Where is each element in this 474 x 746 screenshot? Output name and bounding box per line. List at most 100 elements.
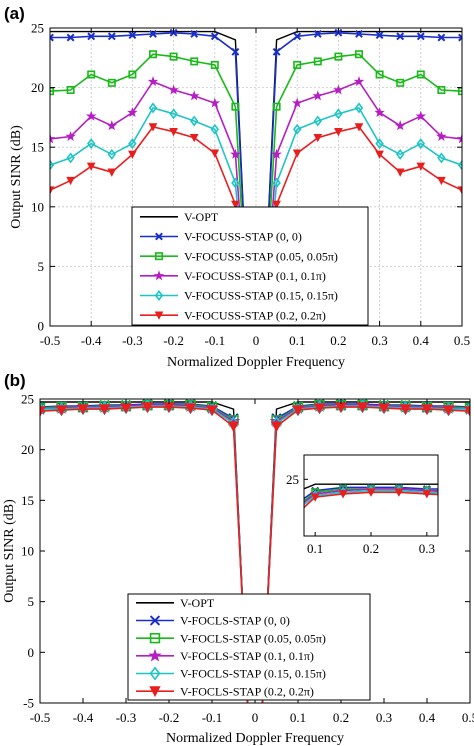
data-point (148, 102, 158, 114)
data-point (66, 176, 75, 186)
legend-marker (154, 290, 164, 301)
data-point (271, 148, 282, 159)
data-point (396, 78, 405, 87)
data-point (272, 200, 281, 210)
legend-item-4: V-FOCLS-STAP (0.1, 0.1π) (136, 648, 314, 663)
data-point (210, 32, 219, 41)
legend-label: V-FOCLS-STAP (0.05, 0.05π) (180, 631, 326, 645)
data-point (85, 110, 97, 121)
x-tick-label: 0.3 (371, 333, 387, 348)
x-tick-label: -0.4 (81, 333, 102, 348)
data-point (399, 404, 412, 416)
y-tick-label: 20 (31, 80, 44, 95)
series-1 (50, 30, 462, 326)
legend-label: V-FOCUSS-STAP (0.05, 0.05π) (184, 249, 338, 263)
x-tick-label: 0.2 (333, 710, 349, 725)
data-point (188, 90, 200, 101)
data-point (422, 490, 432, 499)
data-point (375, 150, 384, 159)
data-point (168, 84, 179, 95)
x-tick-label: -0.1 (205, 333, 226, 348)
data-point (464, 406, 470, 418)
inset-x-tick-label: 0.3 (419, 541, 435, 556)
y-tick-label: 0 (38, 319, 45, 334)
data-point (375, 70, 384, 79)
panel-label: (b) (4, 371, 26, 390)
data-point (210, 123, 220, 135)
x-tick-label: -0.3 (116, 710, 137, 725)
legend-item-4: V-FOCUSS-STAP (0.1, 0.1π) (140, 269, 326, 283)
data-point (353, 76, 365, 87)
legend-box (131, 206, 369, 326)
y-tick-label: 20 (21, 442, 34, 457)
data-point (356, 402, 369, 414)
data-point (66, 33, 75, 42)
x-tick-label: -0.5 (30, 710, 51, 725)
inset-chart: 0.1 0.2 0.3 25 (286, 454, 439, 556)
data-point (374, 107, 385, 118)
data-point (394, 120, 406, 131)
data-point (86, 162, 96, 171)
x-tick-label: -0.2 (159, 710, 180, 725)
chart-panel-b: (b) -0.5 -0.4 -0.3 -0.2 -0.1 0 0.1 0.2 0.3 0.4 0.5 -… (2, 371, 474, 746)
legend-marker (155, 232, 163, 241)
data-point (50, 33, 54, 42)
series-line (40, 403, 470, 703)
data-point (106, 120, 118, 131)
series-6 (304, 488, 438, 509)
data-point (334, 108, 343, 120)
series-line (50, 31, 462, 326)
legend-marker (149, 686, 161, 698)
data-point (333, 84, 344, 95)
data-point (437, 152, 446, 164)
data-point (231, 47, 240, 56)
legend-label: V-FOCLS-STAP (0, 0) (180, 614, 290, 628)
x-axis-title: Normalized Doppler Frequency (166, 731, 344, 746)
data-point (421, 404, 433, 416)
data-point (456, 133, 462, 144)
series-line (40, 404, 470, 703)
data-point (107, 32, 116, 41)
data-point (128, 150, 137, 159)
data-point (148, 123, 158, 132)
legend-label: V-OPT (180, 596, 215, 610)
legend-marker (154, 311, 164, 320)
legend-item-6: V-FOCUSS-STAP (0.2, 0.2π) (140, 308, 326, 322)
data-point (442, 405, 455, 417)
series-2 (50, 28, 462, 326)
legend-label: V-FOCUSS-STAP (0, 0) (184, 230, 302, 244)
data-point (395, 148, 405, 160)
legend: V-OPT V-FOCUSS-STAP (0, 0) V-FOCUSS-STAP (… (131, 206, 369, 326)
data-point (313, 403, 326, 415)
data-point (128, 138, 137, 150)
data-point (189, 133, 199, 143)
x-tick-label: 0 (253, 333, 260, 348)
data-point (437, 33, 446, 42)
data-point (312, 90, 324, 101)
data-point (415, 110, 427, 121)
data-point (313, 57, 322, 66)
data-point (375, 31, 384, 40)
x-axis-title: Normalized Doppler Frequency (167, 355, 345, 370)
data-point (334, 52, 343, 61)
x-tick-label: 0.5 (462, 710, 474, 725)
legend: V-OPT V-FOCLS-STAP (0, 0) V-FOCLS-STAP (0.… (127, 593, 371, 701)
data-point (50, 159, 55, 171)
series-line (50, 53, 462, 326)
legend-label: V-FOCUSS-STAP (0.1, 0.1π) (184, 269, 326, 283)
legend-item-1: V-OPT (140, 210, 219, 224)
data-point (209, 97, 221, 108)
series-6 (40, 402, 470, 703)
data-point (313, 30, 322, 38)
y-tick-label: -5 (23, 696, 34, 711)
legend-label: V-FOCLS-STAP (0.15, 0.15π) (180, 667, 326, 681)
legend-label: V-FOCUSS-STAP (0.2, 0.2π) (184, 308, 326, 322)
legend-marker (149, 632, 161, 644)
data-point (272, 102, 281, 111)
chart-panel-a: (a) -0.5 -0.4 -0.3 -0.2 -0.1 0 0.1 0.2 0.3 0.4 0.5 0… (4, 4, 470, 370)
inset-x-tick-label: 0.2 (363, 541, 379, 556)
data-point (107, 78, 116, 87)
y-tick-label: 25 (31, 21, 44, 36)
data-point (66, 152, 75, 164)
data-point (107, 168, 117, 177)
